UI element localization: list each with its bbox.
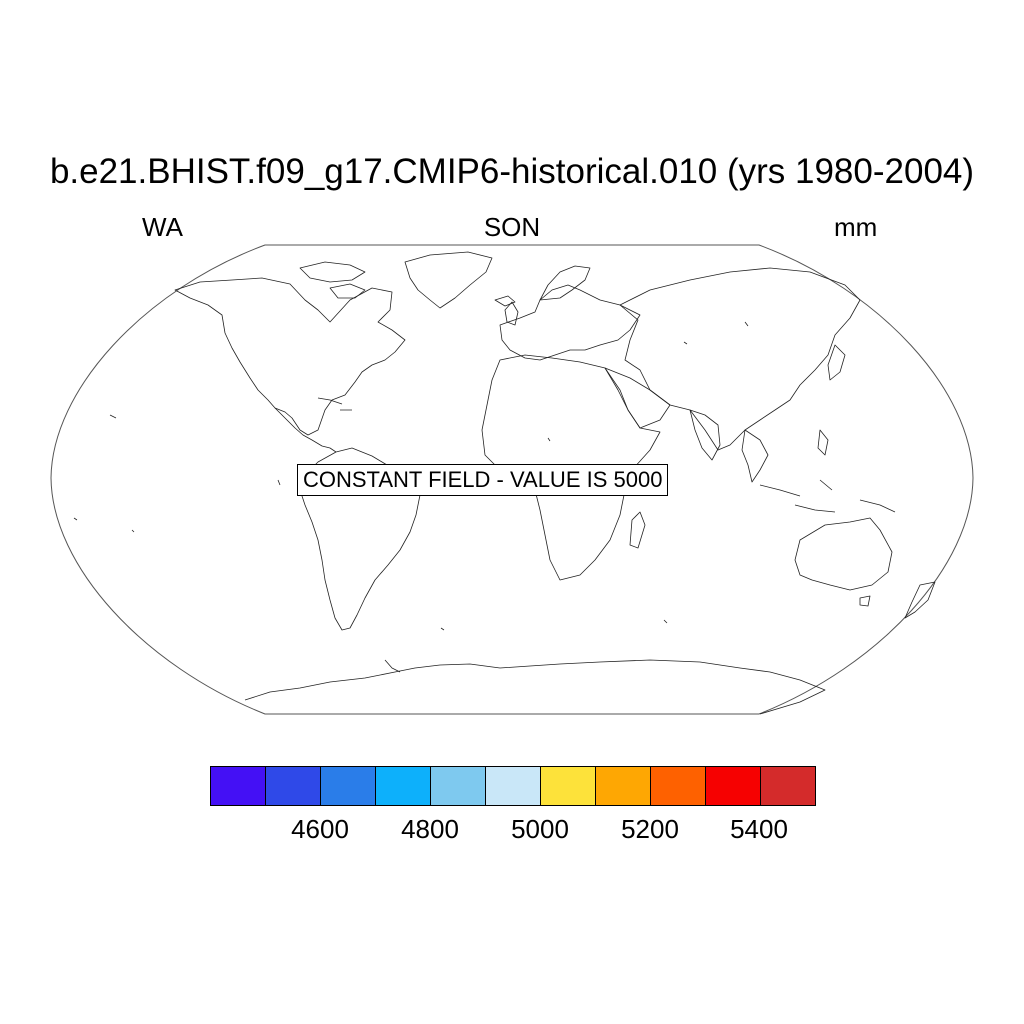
europe-coast [499,284,641,361]
asia-coast [619,267,861,451]
colorbar-ticks: 4600 4800 5000 5200 5400 [0,812,1024,846]
colorbar-cell [706,767,761,805]
central-america-coast [274,407,337,453]
india-coast [689,409,721,461]
colorbar-cell [321,767,376,805]
scandinavia-coast [539,265,591,301]
antarctica-coast [244,659,826,715]
units-label: mm [834,212,878,242]
colorbar-tick-label: 4800 [401,814,459,844]
colorbar-cell [266,767,321,805]
africa-coast [481,354,661,581]
season-label: SON [483,212,541,242]
caribbean-coast [317,397,352,411]
colorbar-tick-label: 5000 [511,814,569,844]
plot-title: b.e21.BHIST.f09_g17.CMIP6-historical.010… [49,152,975,191]
greenland-coast [404,251,493,309]
colorbar-cell [431,767,486,805]
colorbar-cell [596,767,651,805]
australia-coast [794,517,893,591]
arctic-islands-coast [299,261,366,283]
colorbar-cell [651,767,706,805]
variable-label: WA [142,212,183,242]
colorbar-tick-label: 5200 [621,814,679,844]
north-america-coast [174,277,406,436]
colorbar [210,766,816,806]
constant-field-notice: CONSTANT FIELD - VALUE IS 5000 [297,464,669,496]
colorbar-tick-label: 5400 [730,814,788,844]
arabia-coast [604,367,671,429]
japan-coast [827,344,846,381]
colorbar-tick-label: 4600 [291,814,349,844]
colorbar-cell [211,767,266,805]
madagascar-coast [629,511,646,549]
colorbar-cell [761,767,815,805]
new-zealand-coast [904,581,936,619]
colorbar-cell [376,767,431,805]
indonesia-coast [759,479,896,513]
southeast-asia-coast [741,429,769,483]
uk-coast [504,301,519,326]
colorbar-cell [486,767,541,805]
colorbar-cell [541,767,596,805]
